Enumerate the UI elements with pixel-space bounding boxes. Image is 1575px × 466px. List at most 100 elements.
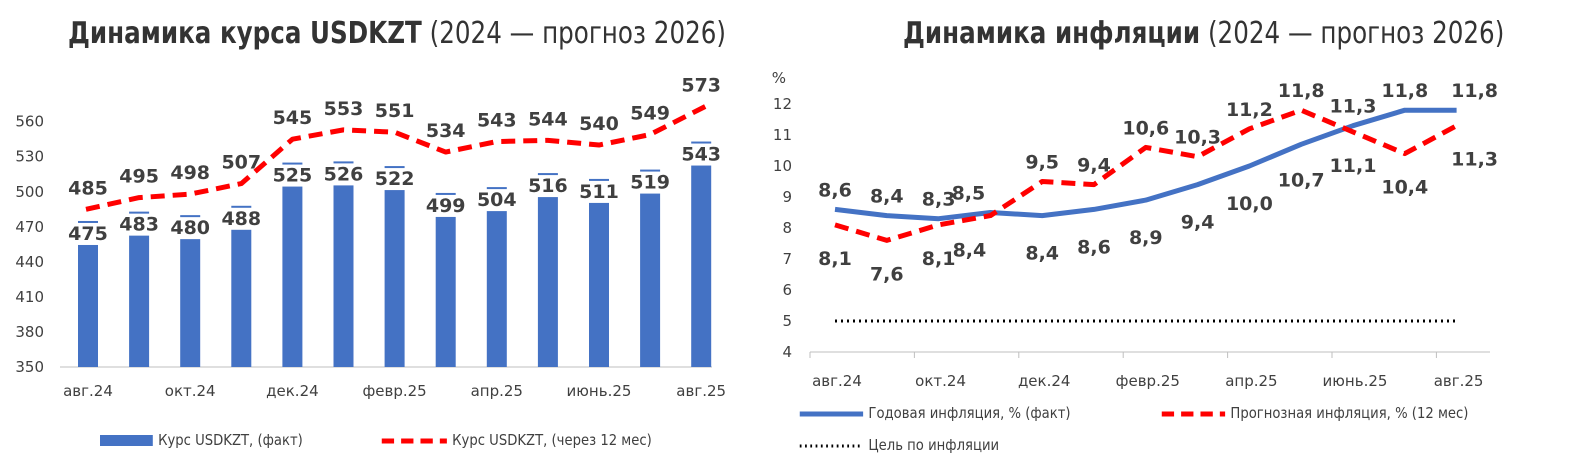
usdkzt-bar-label: 483 xyxy=(119,214,159,236)
usdkzt-forecast-line xyxy=(85,104,707,212)
inflation-actual-label: 8,4 xyxy=(1025,243,1059,265)
inflation-forecast-label: 10,6 xyxy=(1122,117,1169,139)
usdkzt-x-tick: апр.25 xyxy=(471,382,523,400)
inflation-x-tick: дек.24 xyxy=(1018,372,1071,390)
usdkzt-y-tick: 530 xyxy=(15,148,44,166)
usdkzt-bar xyxy=(129,211,150,367)
inflation-actual-label: 10,7 xyxy=(1278,169,1325,191)
usdkzt-title-sub: (2024 — прогноз 2026) xyxy=(429,16,727,51)
usdkzt-bar-label: 499 xyxy=(426,195,466,217)
inflation-y-tick: 6 xyxy=(782,281,792,299)
usdkzt-bar-label: 488 xyxy=(221,208,261,230)
usdkzt-bar-label: 475 xyxy=(68,223,108,245)
inflation-forecast-label: 11,2 xyxy=(1226,99,1273,121)
inflation-y-tick: 7 xyxy=(782,250,792,268)
usdkzt-forecast-label: 543 xyxy=(477,110,517,132)
usdkzt-bar xyxy=(435,192,456,367)
usdkzt-bar-label-bg xyxy=(117,213,162,236)
inflation-y-tick: 9 xyxy=(782,188,792,206)
usdkzt-forecast-label: 498 xyxy=(170,162,210,184)
inflation-y-tick: 12 xyxy=(773,95,792,113)
usdkzt-forecast-label: 485 xyxy=(68,177,108,199)
usdkzt-bar xyxy=(384,166,405,367)
usdkzt-bar-label-bg xyxy=(628,171,673,194)
usdkzt-bar-label: 525 xyxy=(273,165,313,187)
inflation-legend-forecast: Прогнозная инфляция, % (12 мес) xyxy=(1160,404,1468,422)
usdkzt-forecast-label: 549 xyxy=(630,103,670,125)
usdkzt-bar-label-bg xyxy=(577,180,621,203)
usdkzt-bar-label: 511 xyxy=(579,181,619,203)
usdkzt-forecast-label: 544 xyxy=(528,108,568,130)
inflation-actual-label: 10,0 xyxy=(1226,193,1273,215)
usdkzt-bar xyxy=(78,220,98,367)
inflation-y-tick: 4 xyxy=(782,343,792,361)
usdkzt-bar xyxy=(589,178,609,367)
inflation-x-tick: июнь.25 xyxy=(1323,372,1388,390)
inflation-actual-label: 11,8 xyxy=(1451,80,1498,102)
usdkzt-bar-label: 516 xyxy=(528,175,568,197)
usdkzt-bar-label-bg xyxy=(372,168,417,191)
usdkzt-bar-label-bg xyxy=(525,175,570,198)
inflation-actual-label: 8,6 xyxy=(1077,236,1111,258)
inflation-title-sub: (2024 — прогноз 2026) xyxy=(1207,16,1505,51)
inflation-chart: % 4 5 6 7 8 9 10 11 12 авг.24 окт.24 дек.24 февр.25 ап… xyxy=(772,69,1498,390)
usdkzt-bar xyxy=(180,215,201,367)
usdkzt-bar-label: 519 xyxy=(630,172,670,194)
inflation-actual-label: 8,4 xyxy=(870,186,904,208)
inflation-forecast-label: 10,4 xyxy=(1381,177,1428,199)
usdkzt-bar-label: 480 xyxy=(170,217,210,239)
usdkzt-chart-title: Динамика курса USDKZT (2024 — прогноз 20… xyxy=(68,16,726,51)
usdkzt-x-tick: февр.25 xyxy=(362,382,426,400)
usdkzt-bar xyxy=(537,173,558,367)
legend-dotted-swatch xyxy=(799,444,864,447)
usdkzt-bar xyxy=(691,141,712,367)
usdkzt-bar-label: 526 xyxy=(324,163,364,185)
usdkzt-bar xyxy=(231,205,252,367)
inflation-actual-label: 11,8 xyxy=(1381,80,1428,102)
usdkzt-x-tick: окт.24 xyxy=(165,382,216,400)
inflation-x-tick: апр.25 xyxy=(1225,372,1277,390)
usdkzt-bar-label-bg xyxy=(679,143,724,166)
usdkzt-forecast-label: 573 xyxy=(681,74,721,96)
legend-target-label: Цель по инфляции xyxy=(868,436,1000,454)
inflation-y-tick: 10 xyxy=(773,157,792,175)
inflation-forecast-line xyxy=(834,107,1458,243)
inflation-forecast-label: 9,5 xyxy=(1025,152,1059,174)
usdkzt-chart: 350 380 410 440 470 500 530 560 авг.24 окт.24 дек.… xyxy=(15,74,726,400)
inflation-title-main: Динамика инфляции xyxy=(903,16,1201,51)
inflation-legend-actual: Годовая инфляция, % (факт) xyxy=(798,404,1071,422)
usdkzt-title-main: Динамика курса USDKZT xyxy=(68,16,422,51)
usdkzt-bar xyxy=(282,162,303,367)
inflation-forecast-label: 8,1 xyxy=(922,248,956,270)
usdkzt-y-tick: 410 xyxy=(15,288,44,306)
inflation-actual-line xyxy=(834,107,1457,222)
usdkzt-forecast-label: 507 xyxy=(221,152,261,174)
inflation-chart-panel: Динамика инфляции (2024 — прогноз 2026) … xyxy=(760,0,1575,461)
usdkzt-bar-label: 543 xyxy=(681,144,721,166)
legend-bar-swatch xyxy=(100,435,153,446)
legend-line-label: Курс USDKZT, (через 12 мес) xyxy=(452,431,652,449)
inflation-y-tick: 11 xyxy=(773,126,792,144)
usdkzt-bar-label-bg xyxy=(321,163,366,186)
usdkzt-bar-label: 522 xyxy=(375,168,415,190)
usdkzt-y-tick: 470 xyxy=(15,218,44,236)
usdkzt-bar xyxy=(640,169,661,367)
usdkzt-legend-bar: Курс USDKZT, (факт) xyxy=(100,431,303,449)
usdkzt-bar-label-bg xyxy=(270,164,315,187)
legend-actual-label: Годовая инфляция, % (факт) xyxy=(868,404,1071,422)
inflation-actual-label: 9,4 xyxy=(1181,212,1215,234)
inflation-x-tick: авг.25 xyxy=(1434,372,1484,390)
usdkzt-x-tick: июнь.25 xyxy=(567,382,632,400)
usdkzt-y-tick: 500 xyxy=(15,183,44,201)
usdkzt-legend-line: Курс USDKZT, (через 12 мес) xyxy=(380,431,652,449)
usdkzt-bar xyxy=(333,161,354,367)
inflation-actual-label: 8,5 xyxy=(952,183,986,205)
usdkzt-y-tick: 440 xyxy=(15,253,44,271)
inflation-forecast-label: 11,3 xyxy=(1451,149,1498,171)
usdkzt-x-tick: авг.25 xyxy=(676,382,726,400)
inflation-x-tick: февр.25 xyxy=(1116,372,1180,390)
inflation-forecast-label: 11,8 xyxy=(1278,80,1325,102)
usdkzt-bar-label-bg xyxy=(66,222,110,245)
inflation-legend-target: Цель по инфляции xyxy=(798,436,999,454)
inflation-forecast-label: 8,1 xyxy=(818,248,852,270)
